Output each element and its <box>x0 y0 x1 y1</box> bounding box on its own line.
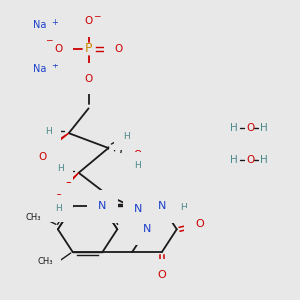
Text: O: O <box>246 123 254 133</box>
Text: +: + <box>52 18 58 27</box>
Text: N: N <box>98 202 106 212</box>
Text: O: O <box>133 150 141 160</box>
Text: O: O <box>55 44 63 54</box>
Text: O: O <box>114 44 122 54</box>
Text: H: H <box>260 123 268 133</box>
Text: N: N <box>158 202 166 212</box>
Text: O: O <box>246 155 254 165</box>
Polygon shape <box>46 133 69 150</box>
Text: O: O <box>39 152 47 162</box>
Text: O: O <box>158 270 166 280</box>
Text: O: O <box>84 74 93 84</box>
Text: H: H <box>260 155 268 165</box>
Text: H: H <box>230 155 238 165</box>
Text: H: H <box>56 204 62 213</box>
Text: N: N <box>143 224 151 234</box>
Text: +: + <box>52 61 58 70</box>
Text: H: H <box>46 127 52 136</box>
Text: −: − <box>45 35 53 44</box>
Polygon shape <box>60 173 79 192</box>
Text: CH₃: CH₃ <box>26 213 41 222</box>
Text: P: P <box>85 42 92 56</box>
Text: O: O <box>55 194 63 203</box>
Text: N: N <box>134 204 142 214</box>
Text: N: N <box>158 202 166 212</box>
Text: CH₃: CH₃ <box>38 257 53 266</box>
Text: H: H <box>123 132 130 141</box>
Text: Na: Na <box>33 64 46 74</box>
Text: H: H <box>230 123 238 133</box>
Text: H: H <box>58 164 64 173</box>
Text: −: − <box>93 11 100 20</box>
Text: Na: Na <box>33 20 46 30</box>
Text: O: O <box>84 16 93 26</box>
Text: H: H <box>180 203 187 212</box>
Text: O: O <box>195 219 204 229</box>
Text: H: H <box>134 161 140 170</box>
